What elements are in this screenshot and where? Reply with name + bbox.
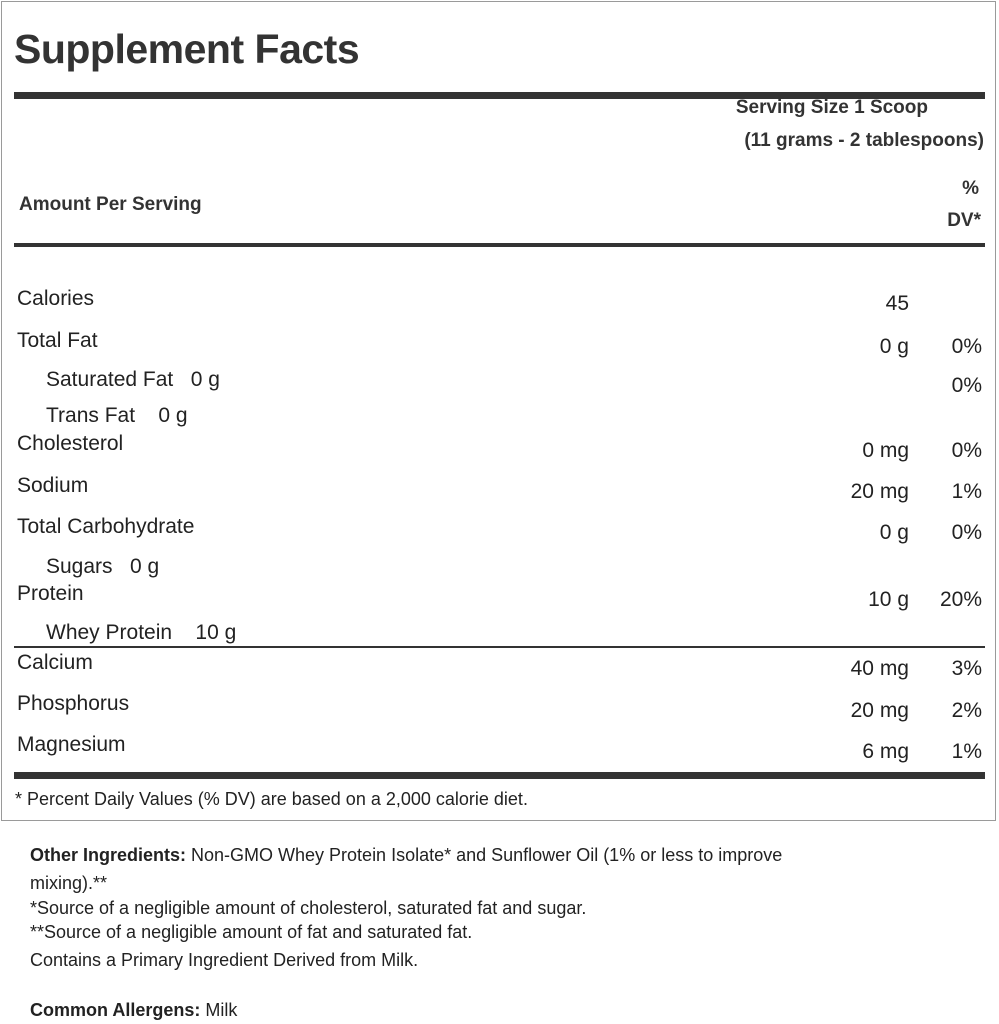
nutrient-amount: 40 mg <box>850 657 909 680</box>
amount-per-serving-header: Amount Per Serving <box>19 194 202 215</box>
nutrient-name: Total Fat <box>17 329 98 352</box>
nutrient-name: Protein <box>17 582 84 605</box>
dv-header-dv: DV* <box>947 210 981 231</box>
dv-header-percent: % <box>962 178 979 199</box>
nutrient-dv: 3% <box>951 657 982 680</box>
other-ingredients-label: Other Ingredients: <box>30 845 187 865</box>
nutrient-amount: 0 mg <box>862 439 909 462</box>
nutrient-name: Calcium <box>17 651 93 674</box>
nutrient-dv: 0% <box>951 521 982 544</box>
nutrient-name: Sugars 0 g <box>46 555 160 578</box>
nutrient-dv: 2% <box>951 699 982 722</box>
thick-divider-bottom <box>14 772 985 779</box>
panel-title: Supplement Facts <box>14 26 360 72</box>
nutrient-name: Magnesium <box>17 733 126 756</box>
nutrient-name: Phosphorus <box>17 692 130 715</box>
other-ingredients-text: Non-GMO Whey Protein Isolate* and Sunflo… <box>186 845 783 865</box>
nutrient-amount: 20 mg <box>850 699 909 722</box>
nutrient-dv: 20% <box>939 588 982 611</box>
nutrient-dv: 1% <box>951 740 982 763</box>
dv-footnote: * Percent Daily Values (% DV) are based … <box>15 789 528 809</box>
nutrient-amount: 0 g <box>879 335 909 358</box>
other-ingredients-continued: mixing).** <box>30 873 108 893</box>
nutrient-amount: 6 mg <box>862 740 909 763</box>
supplement-facts-panel <box>1 1 996 821</box>
allergens-label: Common Allergens: <box>30 1000 201 1020</box>
nutrient-amount: 10 g <box>868 588 909 611</box>
nutrient-dv: 0% <box>951 374 982 397</box>
serving-size: Serving Size 1 Scoop <box>735 97 928 118</box>
thick-divider <box>14 92 985 99</box>
nutrient-name: Sodium <box>17 474 89 497</box>
other-ingredients: Other Ingredients: Non-GMO Whey Protein … <box>30 845 782 866</box>
nutrient-amount: 20 mg <box>850 480 909 503</box>
milk-statement: Contains a Primary Ingredient Derived fr… <box>30 950 419 970</box>
allergens-text: Milk <box>200 1000 238 1020</box>
nutrient-amount: 0 g <box>879 521 909 544</box>
nutrient-amount: 45 <box>885 292 909 315</box>
nutrient-dv: 1% <box>951 480 982 503</box>
nutrient-name: Saturated Fat 0 g <box>46 368 220 391</box>
header-divider <box>14 243 985 247</box>
serving-size-detail: (11 grams - 2 tablespoons) <box>744 130 984 151</box>
nutrient-name: Total Carbohydrate <box>17 515 195 538</box>
ingredient-note-1: *Source of a negligible amount of choles… <box>30 898 587 918</box>
nutrient-name: Whey Protein 10 g <box>46 621 237 644</box>
nutrient-name: Trans Fat 0 g <box>46 404 188 427</box>
nutrient-dv: 0% <box>951 439 982 462</box>
nutrient-name: Calories <box>17 287 95 310</box>
nutrient-name: Cholesterol <box>17 432 124 455</box>
allergens: Common Allergens: Milk <box>30 1000 237 1021</box>
thin-divider <box>14 646 985 648</box>
nutrient-dv: 0% <box>951 335 982 358</box>
ingredient-note-2: **Source of a negligible amount of fat a… <box>30 922 473 942</box>
